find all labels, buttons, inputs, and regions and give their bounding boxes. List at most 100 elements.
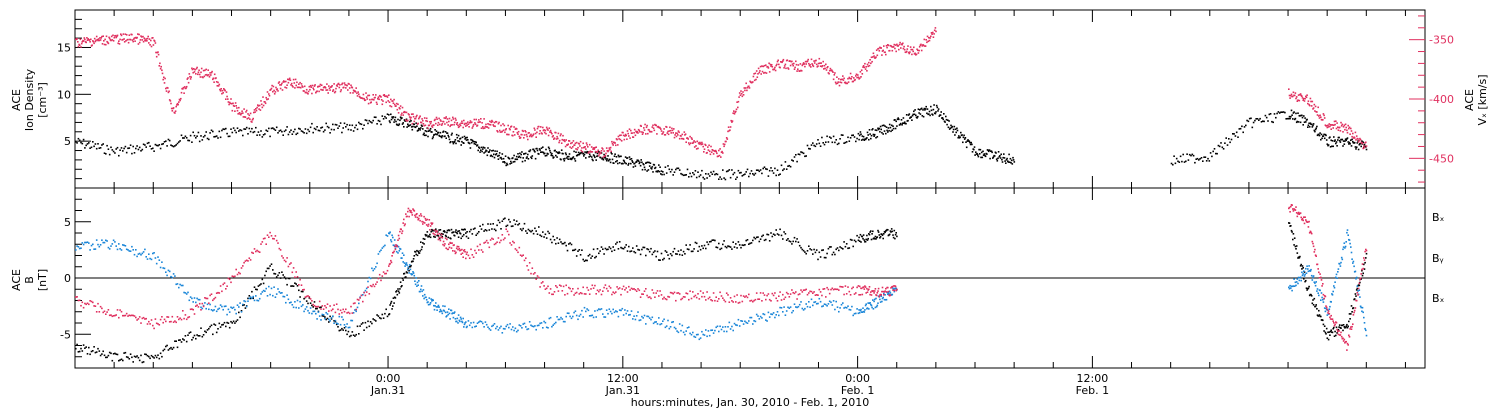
bottom-series-1-point [1354,270,1357,273]
top-vx-series-0-point [152,37,154,39]
bottom-series-0-point [215,331,218,334]
top-series-0-point [223,128,226,131]
top-series-0-point [759,169,762,171]
top-series-0-point [180,134,183,137]
top-vx-series-0-point [137,43,140,45]
top-vx-series-0-point [388,101,391,103]
bottom-series-0-point [488,229,491,231]
bottom-series-1-point [612,308,614,311]
top-series-0-point [648,165,651,167]
top-series-0-point [629,158,631,161]
bottom-series-2-point [421,220,423,223]
bottom-series-0-point [381,313,384,316]
top-series-0-point [1320,133,1323,136]
top-series-0-point [497,158,500,160]
bottom-series-1-point [165,271,167,273]
bottom-series-0-point [247,297,249,300]
bottom-series-0-point [845,243,848,245]
top-vx-series-0-point [564,140,566,143]
bottom-series-1-point [347,326,350,329]
bottom-series-2-point [474,249,476,252]
top-vx-series-0-point [467,121,469,123]
bottom-series-0-point [256,288,258,291]
bottom-series-1-point [492,324,494,327]
top-vx-series-0-point [725,137,728,139]
top-vx-series-0-point [652,124,654,127]
bottom-series-1-point [162,267,164,269]
top-vx-series-0-point [171,110,174,112]
top-vx-series-0-point [914,52,916,55]
top-vx-series-0-point [872,56,874,58]
bottom-series-2-point [380,279,382,282]
top-series-0-point [1301,114,1303,117]
top-vx-series-0-point [400,114,402,116]
top-series-0-point [435,133,437,135]
top-series-0-point [729,176,732,179]
bottom-series-1-point [305,306,308,308]
bottom-series-2-point [304,296,307,298]
top-vx-series-0-point [307,90,310,93]
bottom-series-2-point [356,298,359,301]
top-vx-series-0-point [518,135,521,138]
bottom-series-2-point [699,290,702,292]
top-vx-series-0-point [827,72,830,74]
bottom-series-2-point [488,246,491,249]
top-series-0-point [988,149,991,151]
top-series-0-point [705,173,707,175]
bottom-series-1-point [482,322,484,325]
bottom-series-0-point [1312,299,1314,301]
bottom-series-0-point [600,246,603,248]
top-right-tick-label: -400 [1429,93,1454,106]
top-series-0-point [262,134,265,136]
top-series-0-point [1331,140,1334,142]
bottom-series-0-point [303,297,305,300]
top-series-0-point [152,147,154,150]
top-vx-series-0-point [858,77,861,79]
bottom-series-1-point [711,329,714,331]
top-vx-series-0-point [551,132,553,135]
bottom-series-1-point [547,327,549,329]
top-vx-series-0-point [760,73,762,75]
top-series-0-point [949,127,952,129]
top-vx-series-0-point [182,88,184,90]
bottom-series-1-point [736,324,738,327]
top-vx-series-0-point [253,111,255,114]
top-series-0-point [530,156,532,158]
bottom-series-0-point [536,233,539,235]
bottom-series-0-point [800,246,802,249]
top-series-0-point [1007,160,1009,162]
top-vx-series-0-point [793,68,796,70]
top-series-0-point [960,131,962,134]
top-series-0-point [609,158,611,161]
top-vx-series-0-point [770,64,773,66]
bottom-series-0-point [420,248,423,251]
bottom-series-1-point [405,263,407,266]
bottom-series-0-point [196,334,198,336]
bottom-series-2-point [478,249,480,251]
bottom-series-0-point [462,229,464,231]
top-series-0-point [1331,145,1333,148]
top-series-0-point [795,154,797,156]
bottom-series-0-point [688,248,690,251]
bottom-series-1-point [795,306,797,308]
bottom-series-2-point [76,296,78,298]
bottom-series-2-point [448,246,451,249]
top-series-0-point [912,113,914,116]
top-series-0-point [813,144,815,147]
top-series-0-point [363,124,365,126]
bottom-series-0-point [1301,265,1304,267]
top-vx-series-0-point [1288,94,1291,97]
bottom-series-1-point [228,311,231,313]
bottom-series-0-point [458,230,461,232]
top-vx-series-0-point [612,144,614,146]
top-vx-series-0-point [558,141,560,144]
top-vx-series-0-point [1351,135,1353,138]
top-vx-series-0-point [643,127,645,129]
bottom-series-2-point [544,288,547,290]
top-series-0-point [170,144,172,146]
top-series-0-point [526,156,528,158]
top-series-0-point [1237,136,1239,138]
bottom-series-0-point [1318,314,1321,316]
top-vx-series-0-point [667,130,669,133]
top-series-0-point [1185,160,1187,163]
